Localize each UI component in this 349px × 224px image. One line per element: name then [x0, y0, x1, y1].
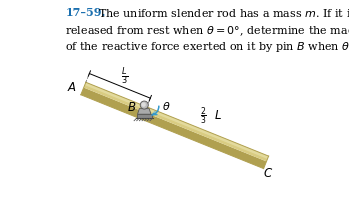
- Text: $\frac{L}{3}$: $\frac{L}{3}$: [121, 66, 128, 87]
- Text: $L$: $L$: [214, 109, 222, 122]
- Polygon shape: [138, 109, 151, 114]
- Text: $\frac{2}{3}$: $\frac{2}{3}$: [200, 105, 207, 127]
- Text: of the reactive force exerted on it by pin $B$ when $\theta = 90°$.: of the reactive force exerted on it by p…: [65, 40, 349, 54]
- Circle shape: [141, 102, 146, 107]
- Circle shape: [140, 101, 148, 109]
- Polygon shape: [137, 114, 151, 118]
- Text: $A$: $A$: [67, 81, 77, 94]
- Text: $B$: $B$: [127, 101, 136, 114]
- Text: $C$: $C$: [263, 167, 273, 180]
- Polygon shape: [84, 82, 269, 162]
- Text: released from rest when $\theta = 0°$, determine the magnitude: released from rest when $\theta = 0°$, d…: [65, 24, 349, 37]
- Text: The uniform slender rod has a mass $m$. If it is: The uniform slender rod has a mass $m$. …: [91, 7, 349, 19]
- Text: 17–59.: 17–59.: [65, 7, 105, 18]
- Polygon shape: [81, 88, 267, 169]
- Polygon shape: [85, 82, 269, 159]
- Text: $\theta$: $\theta$: [162, 100, 170, 112]
